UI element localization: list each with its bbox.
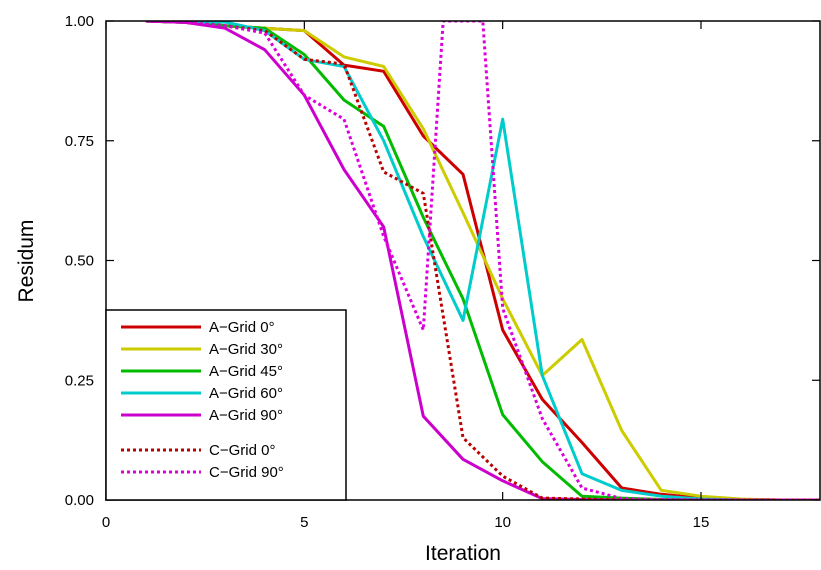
legend-label-3: A−Grid 60° [209, 385, 283, 402]
y-tick-label: 0.00 [65, 492, 94, 509]
y-tick-label: 0.50 [65, 253, 94, 270]
axes-layer: 0 5 10 15 0.00 0.25 0.50 0.75 1.00 [65, 13, 821, 531]
x-tick-label: 15 [693, 514, 710, 531]
legend-label-2: A−Grid 45° [209, 363, 283, 380]
x-axis-title: Iteration [425, 542, 501, 565]
legend-label-5: C−Grid 0° [209, 442, 275, 459]
x-tick-label: 5 [300, 514, 308, 531]
y-tick-label: 0.25 [65, 372, 94, 389]
x-tick-label: 0 [102, 514, 110, 531]
series-line-4 [145, 21, 820, 500]
x-tick-label: 10 [494, 514, 511, 531]
series-line-5 [145, 21, 820, 500]
y-tick-label: 1.00 [65, 13, 94, 30]
legend-box [105, 309, 347, 501]
legend-label-1: A−Grid 30° [209, 341, 283, 358]
y-tick-label: 0.75 [65, 133, 94, 150]
legend-label-0: A−Grid 0° [209, 319, 275, 336]
legend-label-4: A−Grid 90° [209, 407, 283, 424]
legend-label-6: C−Grid 90° [209, 464, 284, 481]
y-axis-title: Residum [15, 220, 38, 303]
legend: A−Grid 0° A−Grid 30° A−Grid 45° A−Grid 60° A… [105, 309, 347, 501]
series-layer [145, 21, 820, 500]
